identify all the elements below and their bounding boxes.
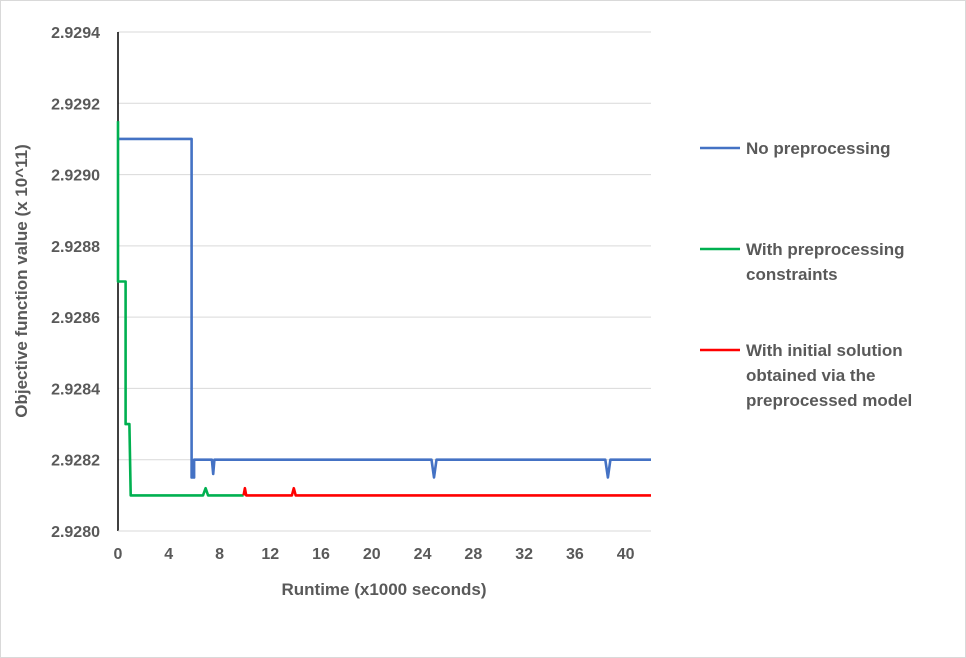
x-tick-label: 24 (414, 546, 432, 563)
tick-labels: 2.9280 2.9282 2.9284 2.9286 2.9288 2.9290 2.92… (51, 25, 635, 563)
x-tick-label: 32 (515, 546, 533, 563)
x-tick-label: 20 (363, 546, 381, 563)
series-line-1 (118, 137, 651, 479)
x-tick-label: 36 (566, 546, 584, 563)
series-lines (116, 121, 651, 497)
y-tick-label: 2.9280 (51, 524, 100, 541)
legend-label-2: With preprocessing constraints (746, 240, 905, 284)
y-tick-label: 2.9284 (51, 381, 100, 398)
legend: No preprocessing With preprocessing constr… (700, 139, 912, 410)
y-tick-label: 2.9290 (51, 168, 100, 185)
x-tick-label: 16 (312, 546, 330, 563)
series-line-3 (242, 486, 651, 497)
x-axis-title: Runtime (x1000 seconds) (281, 580, 486, 599)
gridlines (118, 31, 651, 461)
x-tick-label: 4 (164, 546, 173, 563)
legend-label-3: With initial solution obtained via the pre… (746, 341, 912, 410)
x-tick-label: 0 (114, 546, 123, 563)
x-tick-label: 40 (617, 546, 635, 563)
y-tick-label: 2.9286 (51, 310, 100, 327)
legend-label-1: No preprocessing (746, 139, 891, 158)
y-tick-label: 2.9292 (51, 96, 100, 113)
x-tick-label: 28 (464, 546, 482, 563)
y-tick-label: 2.9288 (51, 239, 100, 256)
axes (117, 32, 651, 532)
series-line-2 (116, 121, 244, 497)
y-tick-label: 2.9282 (51, 453, 100, 470)
y-axis-title: Objective function value (x 10^11) (12, 144, 31, 418)
y-tick-label: 2.9294 (51, 25, 100, 42)
x-tick-label: 12 (261, 546, 279, 563)
x-tick-label: 8 (215, 546, 224, 563)
